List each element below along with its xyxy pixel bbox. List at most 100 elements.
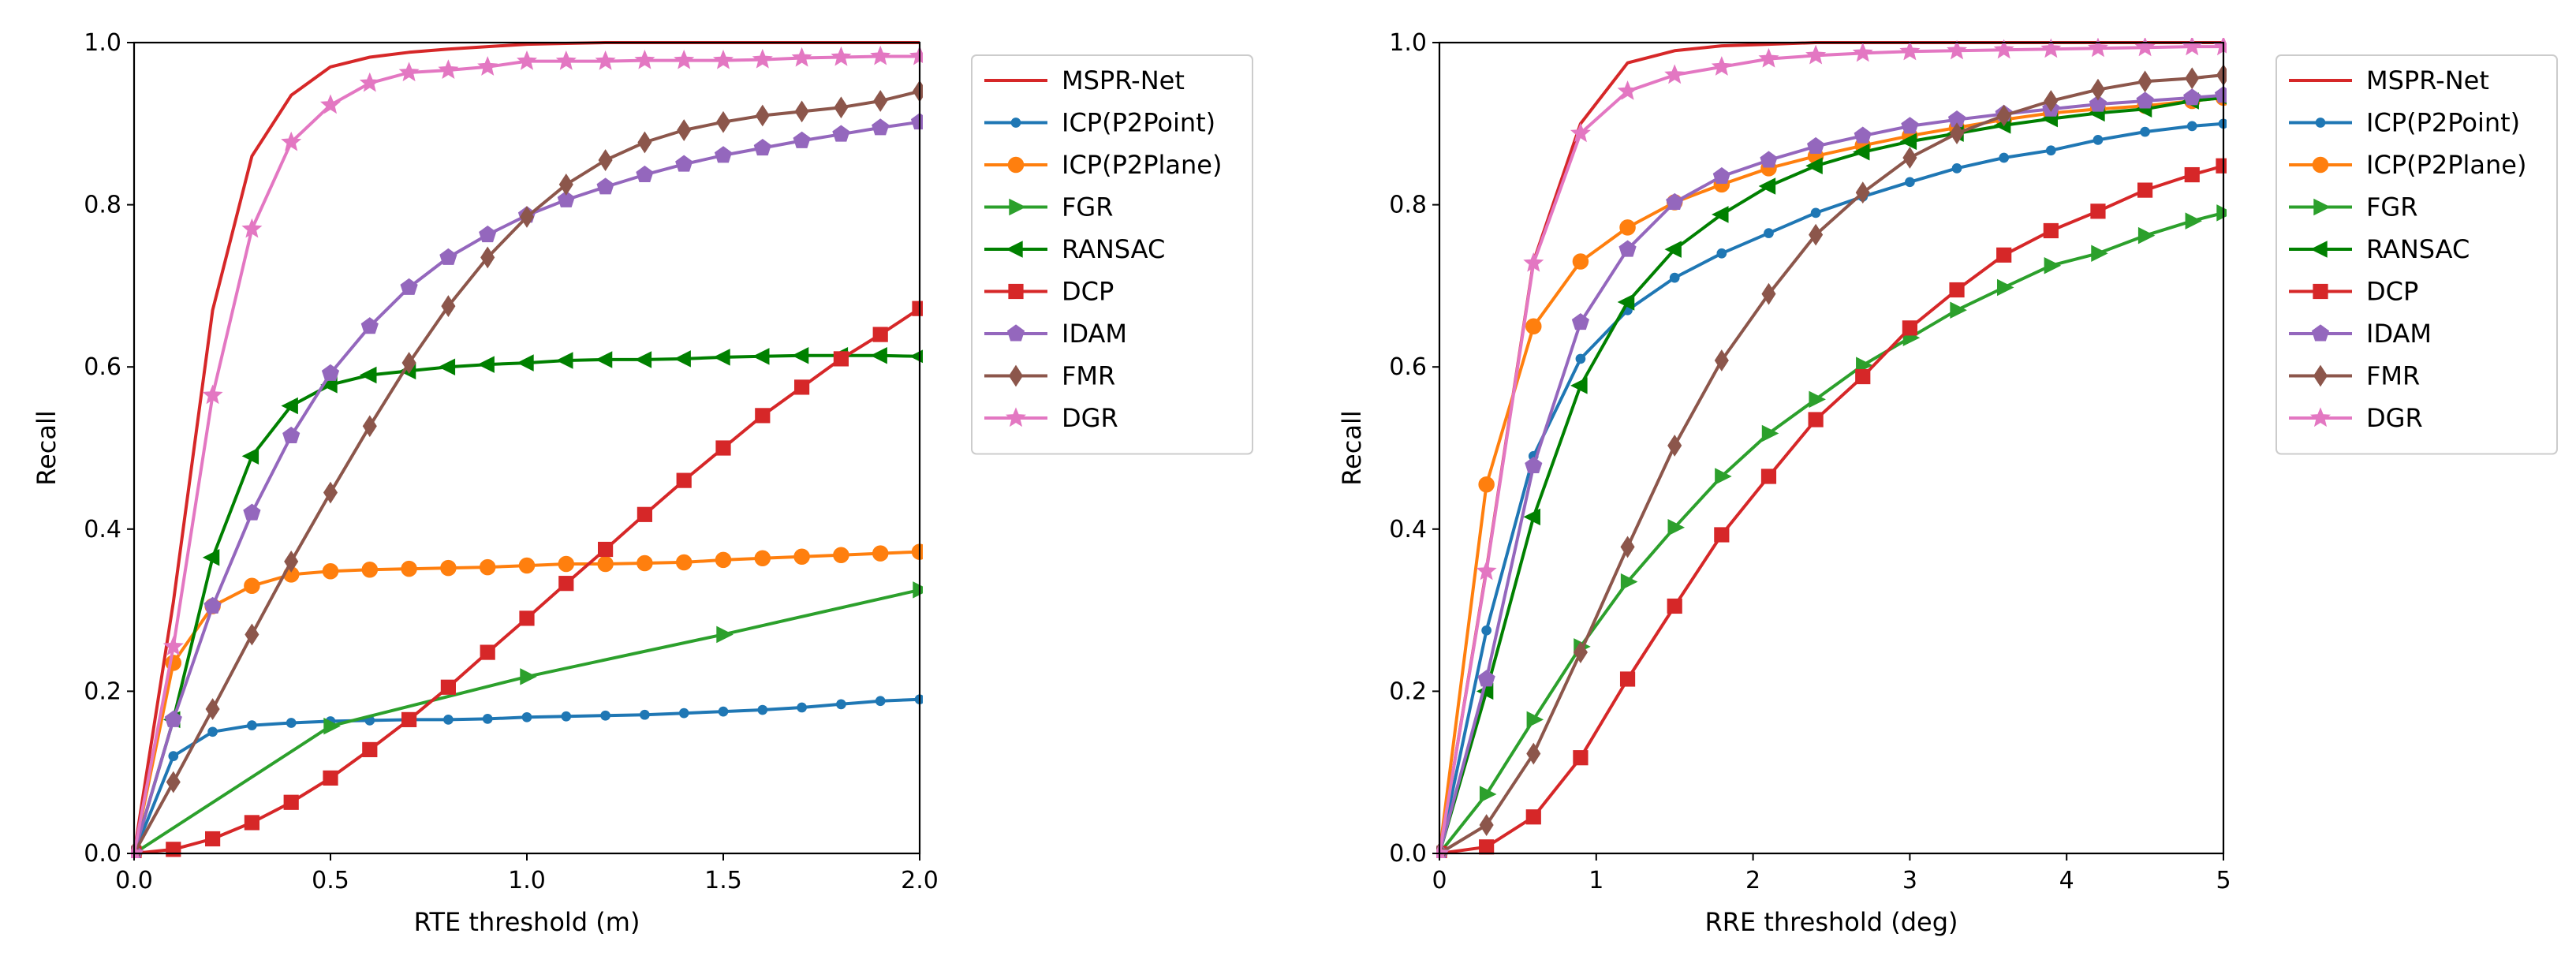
data-point-fmr	[637, 131, 652, 154]
data-point-icp-p2point	[2186, 121, 2197, 132]
data-point-idam	[872, 118, 890, 136]
data-point-idam	[282, 426, 301, 444]
data-point-idam	[636, 165, 654, 183]
data-point-dcp	[1996, 247, 2012, 263]
data-point-fmr	[1573, 641, 1588, 663]
data-point-fgr	[716, 625, 734, 644]
data-point-dgr	[831, 46, 852, 66]
series-line-dcp	[1439, 164, 2224, 855]
data-point-dgr	[438, 59, 459, 80]
series-line-fgr	[1438, 211, 2224, 855]
legend-label: RANSAC	[2366, 234, 2470, 264]
data-point-fgr	[323, 717, 341, 735]
data-point-fmr	[2090, 78, 2106, 101]
data-point-icp-p2point	[875, 696, 886, 707]
data-point-fmr	[284, 551, 299, 573]
x-tick-label: 0.0	[115, 867, 153, 894]
series-line-ransac	[1438, 95, 2224, 854]
data-point-ransac	[752, 348, 770, 365]
data-point-idam	[1807, 136, 1825, 155]
data-point-icp-p2point	[207, 726, 218, 737]
series-icp-p2plane	[131, 543, 923, 858]
data-point-dgr	[1664, 64, 1686, 84]
data-point-icp-p2point	[757, 704, 768, 715]
legend-label: RANSAC	[1062, 234, 1165, 264]
data-point-dcp	[598, 541, 614, 558]
legend-label: DCP	[2366, 277, 2418, 307]
data-point-fgr	[1761, 424, 1779, 442]
data-point-dgr	[1899, 40, 1921, 61]
data-point-dcp	[1760, 469, 1777, 484]
data-point-dgr	[202, 384, 223, 405]
x-tick-label: 3	[1902, 867, 1917, 894]
data-point-fgr	[1667, 518, 1686, 536]
data-point-dcp	[1902, 320, 1918, 336]
legend-entry-icp-p2plane: ICP(P2Plane)	[984, 150, 1222, 180]
data-point-idam	[243, 503, 261, 521]
data-point-fgr	[1996, 278, 2014, 297]
y-axis-label: Recall	[1337, 410, 1367, 485]
data-point-fmr	[480, 246, 495, 269]
y-tick-label: 0.0	[84, 840, 121, 868]
data-point-fmr	[558, 173, 573, 196]
data-point-fmr	[362, 415, 377, 438]
data-point-ransac	[359, 366, 377, 384]
data-point-fmr	[245, 623, 259, 646]
data-point-dgr	[1617, 80, 1638, 100]
data-point-fmr	[166, 771, 181, 793]
data-point-dgr	[555, 50, 577, 70]
data-point-dcp	[519, 610, 535, 626]
data-point-dcp	[166, 842, 181, 857]
legend-entry-icp-p2point: ICP(P2Point)	[984, 108, 1215, 138]
x-tick-label: 4	[2059, 867, 2074, 894]
data-point-dcp	[362, 741, 378, 758]
y-tick-label: 0.6	[84, 353, 121, 381]
series-line-mspr-net	[133, 41, 920, 854]
data-point-dcp	[1573, 750, 1589, 766]
data-point-fgr	[2137, 226, 2156, 245]
data-point-dcp	[637, 506, 652, 522]
legend-label: MSPR-Net	[2366, 65, 2489, 95]
series-icp-p2point	[131, 694, 923, 858]
data-point-dcp	[1949, 282, 1965, 298]
legend: MSPR-Net ICP(P2Point) ICP(P2Plane) FGR RANSA…	[971, 54, 1253, 455]
data-point-dgr	[2134, 38, 2156, 57]
data-point-icp-p2plane	[1525, 318, 1542, 335]
data-point-icp-p2plane	[793, 548, 810, 566]
data-point-dgr	[791, 47, 812, 67]
data-point-dcp	[283, 794, 299, 810]
y-tick-label: 0.8	[1389, 192, 1427, 219]
data-point-idam	[479, 225, 497, 243]
series-line-icp-p2plane	[1438, 95, 2224, 854]
series-fmr	[1436, 64, 2227, 858]
y-tick-label: 0.4	[84, 516, 121, 543]
legend-entry-dgr: DGR	[2289, 403, 2423, 433]
data-point-dcp	[1479, 839, 1495, 855]
legend-label: IDAM	[1062, 319, 1127, 349]
data-point-dgr	[1852, 42, 1873, 62]
data-point-fgr	[1809, 390, 1826, 409]
data-point-icp-p2point	[247, 720, 257, 730]
legend-marker	[1008, 364, 1024, 387]
data-point-dgr	[477, 56, 498, 76]
legend-label: FGR	[1062, 192, 1113, 222]
series-line-icp-p2point	[1438, 121, 2224, 854]
data-point-dgr	[1993, 39, 2014, 59]
data-point-dgr	[1711, 56, 1732, 76]
data-point-ransac	[1805, 157, 1823, 175]
data-point-icp-p2point	[1905, 177, 1915, 188]
data-point-fgr	[1526, 711, 1544, 729]
legend-entry-fgr: FGR	[984, 192, 1113, 222]
legend-entry-fmr: FMR	[2289, 361, 2420, 391]
data-point-fmr	[1761, 282, 1776, 305]
data-point-icp-p2point	[600, 710, 610, 721]
data-point-fgr	[1620, 573, 1638, 591]
data-point-fgr	[913, 581, 923, 599]
legend-entry-mspr-net: MSPR-Net	[984, 65, 1185, 95]
data-point-dcp	[1714, 527, 1730, 543]
axes-frame	[133, 41, 921, 855]
y-tick-label: 0.2	[1389, 678, 1427, 705]
data-point-ransac	[1523, 508, 1540, 526]
data-point-idam	[1525, 456, 1543, 474]
data-point-icp-p2plane	[361, 561, 379, 578]
